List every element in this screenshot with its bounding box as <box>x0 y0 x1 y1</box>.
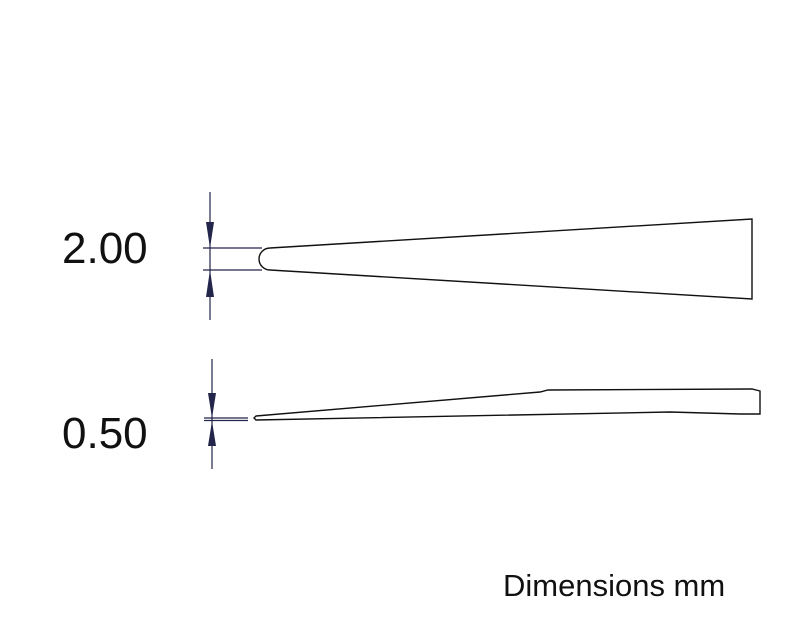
arrow-down-icon <box>208 393 216 418</box>
top-view-outline <box>258 218 753 300</box>
width-dimension-label: 2.00 <box>62 224 148 273</box>
thickness-dimension-label: 0.50 <box>62 409 148 458</box>
top-view-dimension <box>203 192 262 320</box>
side-view-dimension <box>204 359 248 469</box>
side-view-outline <box>253 388 761 421</box>
arrow-up-icon <box>206 270 214 297</box>
arrow-up-icon <box>208 421 216 446</box>
arrow-down-icon <box>206 222 214 248</box>
units-caption: Dimensions mm <box>503 568 726 603</box>
